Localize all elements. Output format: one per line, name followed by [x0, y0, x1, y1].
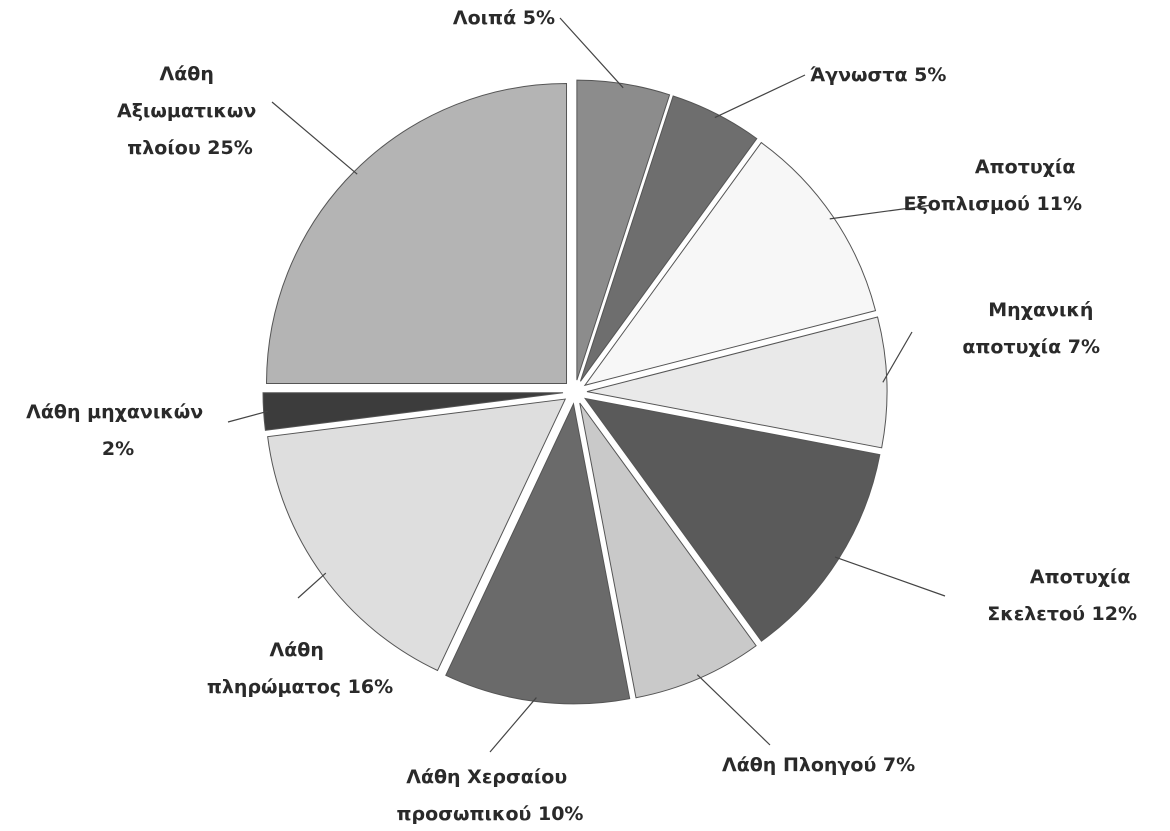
label-line: Λάθη μηχανικών [26, 401, 210, 423]
value-label: 10% [538, 803, 583, 825]
pie-slice [579, 402, 757, 699]
label-line: Αποτυχία [975, 156, 1082, 178]
slice-label: Λάθη Χερσαίου προσωπικού 10% [397, 766, 584, 825]
value-label: 11% [1037, 193, 1082, 215]
category-label: Αποτυχία Εξοπλισμού [904, 156, 1082, 215]
category-label: Λάθη Αξιωματικων πλοίου [117, 63, 263, 159]
leader-line [227, 410, 268, 423]
label-line: αποτυχία [962, 336, 1067, 358]
category-label: Λάθη πληρώματος [207, 639, 348, 698]
label-line: Λάθη Πλοηγού [722, 754, 883, 776]
pie-slice [262, 392, 564, 431]
value-label: 25% [207, 137, 252, 159]
label-line: Μηχανική [988, 299, 1100, 321]
label-line: Λάθη Χερσαίου [406, 766, 574, 788]
pie-slice [445, 402, 631, 705]
label-line: Σκελετού [987, 603, 1091, 625]
pie-slice [583, 397, 881, 642]
label-line: προσωπικού [397, 803, 538, 825]
label-line: Λάθη [270, 639, 331, 661]
label-line: Αξιωματικων [117, 100, 263, 122]
slice-label: Λάθη πληρώματος 16% [207, 639, 393, 698]
slice-label: Λοιπά 5% [453, 7, 555, 29]
pie-slice [586, 316, 888, 449]
slice-label: Λάθη Αξιωματικων πλοίου 25% [117, 63, 263, 159]
category-label: Λάθη Χερσαίου προσωπικού [397, 766, 574, 825]
leader-line [297, 572, 327, 599]
leader-line [271, 101, 358, 175]
pie-slice [266, 83, 568, 385]
value-label: 12% [1092, 603, 1137, 625]
category-label: Λάθη μηχανικών [26, 401, 210, 423]
leader-line [489, 697, 537, 753]
label-line: πληρώματος [207, 676, 348, 698]
slice-label: Λάθη Πλοηγού 7% [722, 754, 915, 776]
value-label: 16% [348, 676, 393, 698]
slice-label: Αποτυχία Εξοπλισμού 11% [904, 156, 1082, 215]
value-label: 7% [883, 754, 915, 776]
label-line: πλοίου [127, 137, 207, 159]
category-label: Άγνωστα [810, 64, 914, 86]
label-line: Άγνωστα [810, 64, 914, 86]
slice-label: Αποτυχία Σκελετού 12% [987, 566, 1137, 625]
leader-line [714, 74, 806, 119]
category-label: Μηχανική αποτυχία [962, 299, 1100, 358]
value-label: 5% [914, 64, 946, 86]
slice-label: Μηχανική αποτυχία 7% [962, 299, 1100, 358]
value-label: 2% [102, 438, 134, 460]
leader-line [834, 556, 946, 597]
slice-label: Άγνωστα 5% [810, 64, 946, 86]
value-label: 5% [523, 7, 555, 29]
leader-line [882, 331, 913, 383]
leader-line [559, 17, 624, 89]
pie-slice [576, 79, 671, 381]
leader-line [696, 674, 771, 746]
category-label: Λοιπά [453, 7, 523, 29]
category-label: Αποτυχία Σκελετού [987, 566, 1137, 625]
label-line: Αποτυχία [1030, 566, 1137, 588]
label-line: Λάθη [160, 63, 221, 85]
pie-slice [583, 141, 877, 387]
slice-label: Λάθη μηχανικών 2% [26, 401, 210, 460]
label-line: Εξοπλισμού [904, 193, 1037, 215]
pie-slice [579, 95, 758, 382]
category-label: Λάθη Πλοηγού [722, 754, 883, 776]
label-line: Λοιπά [453, 7, 523, 29]
leader-line [829, 204, 933, 220]
value-label: 7% [1068, 336, 1100, 358]
